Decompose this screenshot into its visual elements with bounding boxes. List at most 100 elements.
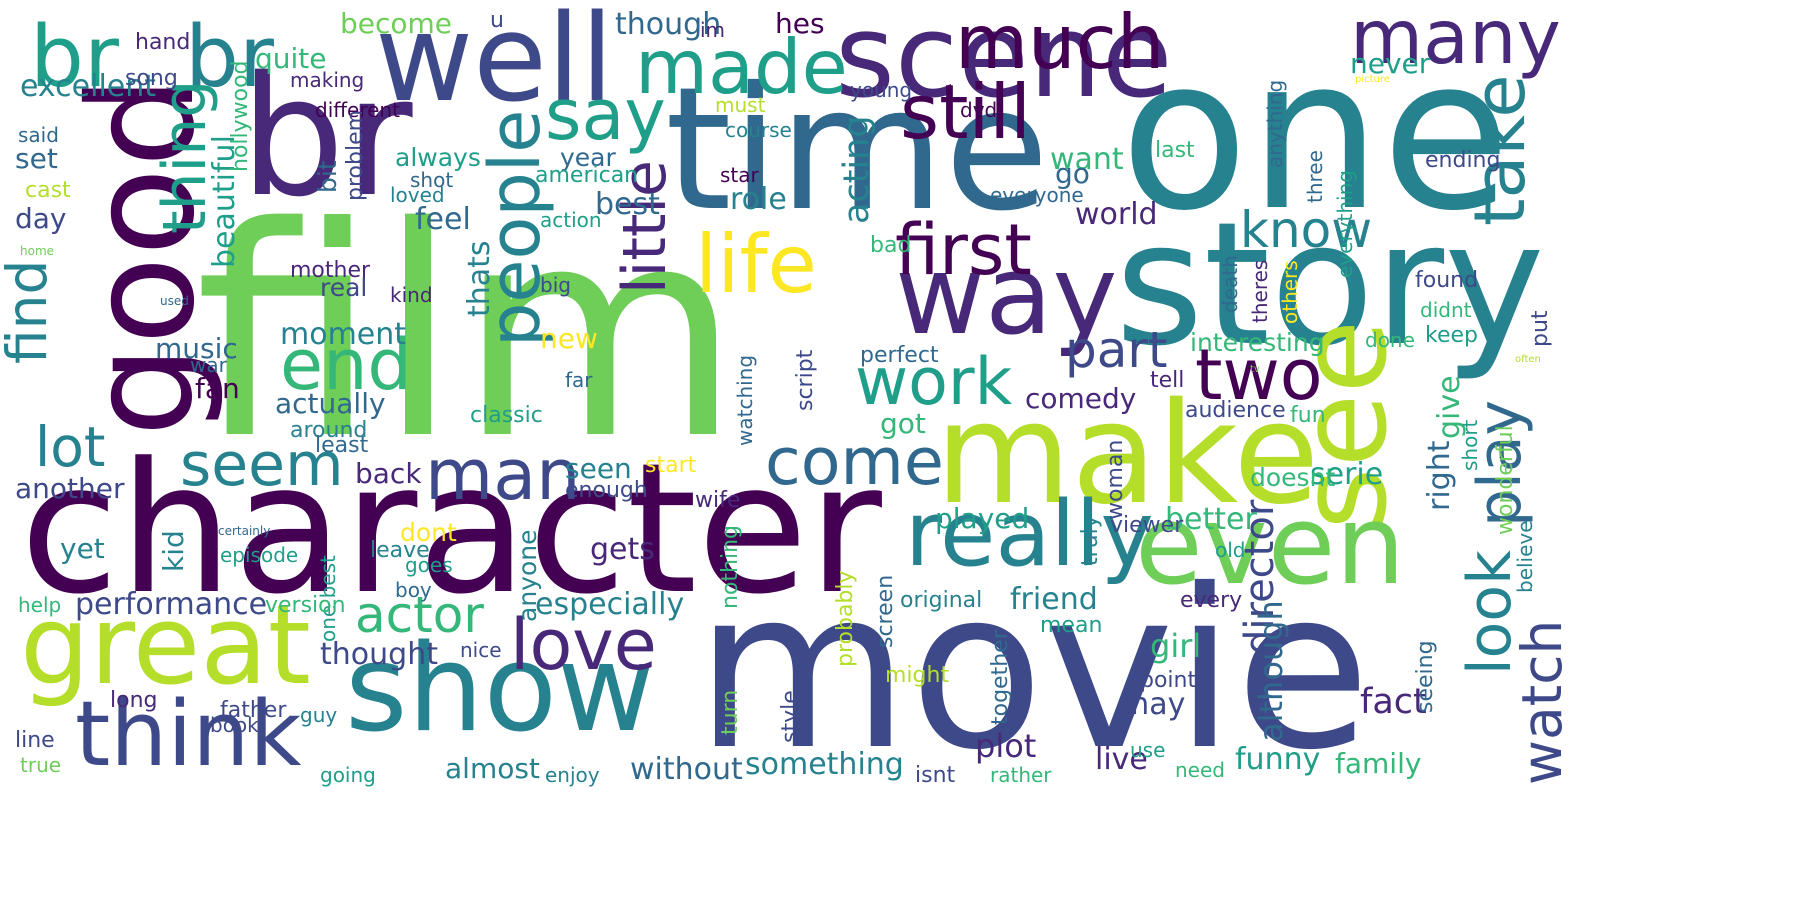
word-may: may: [1120, 687, 1186, 722]
word-way: way: [895, 231, 1118, 359]
word-might: might: [885, 663, 950, 688]
word-big: big: [540, 273, 571, 297]
word-br-3: br: [185, 8, 274, 107]
word-feel: feel: [415, 202, 471, 237]
word-young: young: [850, 78, 913, 102]
word-said: said: [18, 123, 59, 147]
word-gets: gets: [590, 532, 655, 567]
word-something: something: [745, 747, 904, 782]
word-help: help: [18, 593, 62, 617]
word-almost: almost: [445, 752, 540, 785]
word-mother: mother: [290, 258, 371, 283]
word-episode: episode: [220, 543, 299, 567]
word-often: often: [1515, 354, 1541, 365]
word-moment: moment: [280, 317, 407, 352]
word-world: world: [1075, 197, 1158, 232]
word-im: im: [700, 18, 726, 42]
word-leave: leave: [370, 538, 430, 563]
word-character: character: [20, 425, 882, 634]
word-last: last: [1155, 138, 1195, 163]
word-live: live: [1095, 742, 1148, 777]
word-set: set: [15, 142, 58, 175]
word-performance: performance: [75, 587, 268, 622]
word-hes: hes: [775, 7, 825, 40]
word-movie: movie: [695, 542, 1371, 798]
word-cast: cast: [25, 178, 71, 203]
word-others: others: [1278, 260, 1302, 324]
word-picture: picture: [1355, 74, 1390, 85]
word-least: least: [315, 433, 369, 458]
word-watching: watching: [733, 355, 757, 447]
word-still: still: [900, 68, 1031, 156]
word-style: style: [778, 690, 803, 743]
word-seeing: seeing: [1413, 640, 1438, 713]
word-tv: tv: [1250, 364, 1260, 375]
word-real: real: [320, 273, 368, 302]
word-line: line: [15, 728, 55, 753]
word-keep: keep: [1425, 323, 1478, 348]
word-short: short: [1458, 420, 1482, 472]
word-want: want: [1050, 142, 1124, 177]
word-year: year: [560, 143, 616, 172]
word-original: original: [900, 588, 983, 613]
word-seen: seen: [565, 452, 632, 485]
word-find: find: [0, 260, 59, 365]
word-music: music: [155, 332, 238, 365]
word-go: go: [1055, 157, 1090, 190]
word-screen: screen: [873, 575, 898, 649]
word-ending: ending: [1425, 148, 1501, 173]
word-without: without: [630, 752, 743, 787]
word-fan: fan: [195, 372, 240, 405]
word-true: true: [20, 753, 62, 777]
word-although: although: [1252, 600, 1290, 742]
word-thats: thats: [462, 240, 497, 317]
word-certainly: certainly: [218, 524, 271, 538]
word-come: come: [765, 425, 944, 500]
word-another: another: [15, 472, 125, 505]
word-guy: guy: [300, 703, 338, 727]
word-dvd: dvd: [960, 98, 998, 122]
word-start: start: [645, 453, 697, 478]
word-role: role: [730, 182, 787, 217]
word-girl: girl: [1150, 627, 1202, 665]
word-kind: kind: [390, 283, 433, 307]
word-funny: funny: [1235, 742, 1321, 777]
word-classic: classic: [470, 403, 543, 428]
word-wonderful: wonderful: [1493, 425, 1518, 535]
word-quite: quite: [255, 42, 327, 75]
word-family: family: [1335, 747, 1422, 780]
word-long: long: [110, 688, 158, 713]
word-tell: tell: [1150, 368, 1185, 393]
word-every: every: [1180, 588, 1243, 613]
word-everything: everything: [1333, 170, 1357, 278]
word-scene: scene: [835, 0, 1173, 124]
word-excellent: excellent: [20, 69, 157, 104]
word-part: part: [1065, 321, 1168, 379]
word-many: many: [1350, 0, 1561, 81]
word-fact: fact: [1360, 682, 1427, 722]
word-used: used: [160, 294, 189, 308]
word-actor: actor: [355, 586, 484, 644]
word-really: really: [905, 482, 1154, 587]
word-point: point: [1140, 668, 1197, 693]
word-two: two: [1195, 334, 1323, 416]
word-wife: wife: [695, 488, 741, 513]
word-shot: shot: [410, 168, 454, 192]
word-end: end: [280, 324, 412, 406]
word-enough: enough: [565, 478, 648, 503]
word-around: around: [290, 418, 368, 443]
word-comedy: comedy: [1025, 382, 1137, 415]
word-boy: boy: [395, 578, 432, 602]
word-mean: mean: [1040, 613, 1103, 638]
word-everyone: everyone: [990, 183, 1084, 207]
word-nothing: nothing: [718, 525, 743, 609]
word-truly: truly: [1078, 515, 1103, 566]
word-say: say: [545, 74, 666, 156]
word-always: always: [395, 143, 481, 172]
word-film: film: [195, 166, 741, 503]
word-thought: thought: [320, 637, 438, 672]
word-believe: believe: [1513, 520, 1537, 593]
word-need: need: [1175, 758, 1225, 782]
word-one: one: [1120, 12, 1511, 257]
